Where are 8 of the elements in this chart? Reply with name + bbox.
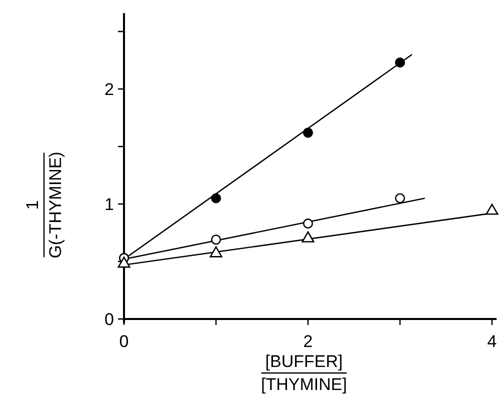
y-tick-label: 2 <box>104 80 114 99</box>
x-tick-label: 4 <box>487 332 497 351</box>
x-tick-label: 0 <box>119 332 129 351</box>
x-tick-label: 2 <box>303 332 313 351</box>
y-axis-title: 1 G(-THYMINE) <box>23 152 65 258</box>
y-tick-label: 0 <box>104 310 114 329</box>
y-tick-label: 1 <box>104 194 114 214</box>
x-axis-title: [BUFFER] [THYMINE] <box>261 352 347 394</box>
